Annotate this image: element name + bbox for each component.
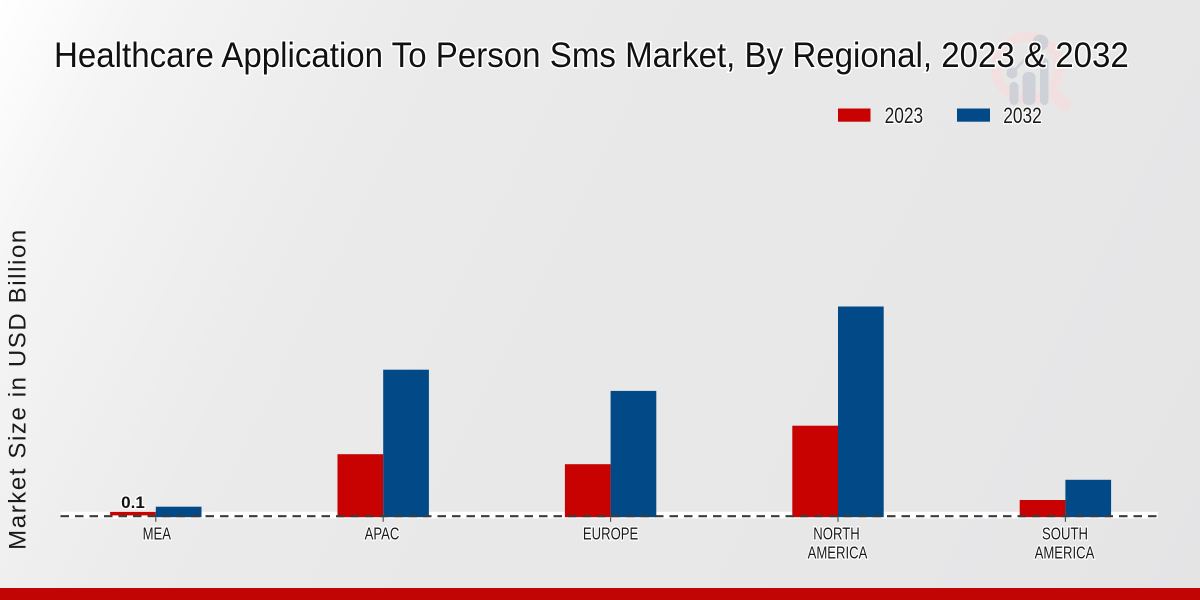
svg-text:MEA: MEA <box>143 525 172 544</box>
svg-text:Healthcare Application To Pers: Healthcare Application To Person Sms Mar… <box>54 36 1129 75</box>
svg-text:2023: 2023 <box>885 104 924 129</box>
svg-text:AMERICA: AMERICA <box>808 544 868 563</box>
svg-text:2032: 2032 <box>1003 104 1042 129</box>
svg-text:AMERICA: AMERICA <box>1035 544 1095 563</box>
svg-text:SOUTH: SOUTH <box>1042 525 1088 544</box>
svg-text:APAC: APAC <box>365 525 400 544</box>
svg-text:EUROPE: EUROPE <box>583 525 638 544</box>
svg-text:Market Size in USD Billion: Market Size in USD Billion <box>5 228 32 550</box>
svg-text:0.1: 0.1 <box>121 493 145 512</box>
svg-text:NORTH: NORTH <box>813 525 859 544</box>
